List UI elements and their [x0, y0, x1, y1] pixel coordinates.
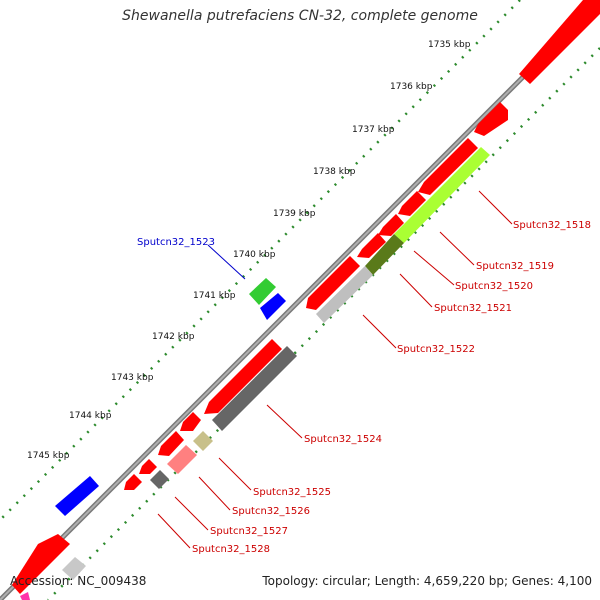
- outer-tick-ring: [0, 0, 521, 521]
- gene-arrow-f3: [398, 191, 426, 216]
- genome-stats-label: Topology: circular; Length: 4,659,220 bp…: [262, 574, 592, 588]
- gene-label-sputcn32-1527: Sputcn32_1527: [210, 526, 288, 537]
- gene-label-sputcn32-1520: Sputcn32_1520: [455, 281, 533, 292]
- gene-label-sputcn32-1519: Sputcn32_1519: [476, 261, 554, 272]
- gene-arrow-r1-pale-green: [394, 147, 490, 243]
- kbp-tick-label-1739: 1739 kbp: [273, 209, 316, 219]
- gene-arrow-blue-1523: [260, 293, 286, 320]
- bottom-partial-feature: [20, 592, 30, 600]
- gene-arrow-f11: [124, 474, 142, 490]
- kbp-tick-label-1738: 1738 kbp: [313, 167, 356, 177]
- kbp-tick-label-1742: 1742 kbp: [152, 332, 195, 342]
- gene-label-sputcn32-1522: Sputcn32_1522: [397, 344, 475, 355]
- gene-label-sputcn32-1525: Sputcn32_1525: [253, 487, 331, 498]
- gene-label-sputcn32-1528: Sputcn32_1528: [192, 544, 270, 555]
- kbp-tick-label-1735: 1735 kbp: [428, 40, 471, 50]
- gene-arrow-green: [249, 278, 276, 305]
- gene-arrow-f5: [357, 233, 386, 258]
- gene-arrow-r8-light-grey: [62, 557, 86, 580]
- gene-arrow-f8: [180, 412, 201, 431]
- accession-label: Accession: NC_009438: [10, 574, 147, 588]
- gene-arrow-top-right: [519, 0, 600, 84]
- gene-arrow-bottom-left: [12, 534, 70, 594]
- gene-arrow-r4-dark-grey: [212, 346, 297, 431]
- gene-arrow-r7-grey: [150, 470, 169, 489]
- gene-arrow-f7: [204, 339, 282, 414]
- gene-arrow-r3-light-grey: [316, 266, 373, 323]
- kbp-tick-label-1741: 1741 kbp: [193, 291, 236, 301]
- gene-label-sputcn32-1523: Sputcn32_1523: [137, 237, 215, 248]
- gene-label-sputcn32-1524: Sputcn32_1524: [304, 434, 382, 445]
- gene-arrow-f4: [378, 214, 404, 236]
- kbp-tick-label-1736: 1736 kbp: [390, 82, 433, 92]
- kbp-tick-label-1740: 1740 kbp: [233, 250, 276, 260]
- gene-arrow-blue-lower: [55, 476, 99, 516]
- gene-arrow-f10: [139, 459, 157, 474]
- gene-label-sputcn32-1518: Sputcn32_1518: [513, 220, 591, 231]
- gene-arrow-f6: [306, 256, 360, 310]
- gene-arrow-r6-pink: [167, 445, 197, 474]
- gene-label-sputcn32-1526: Sputcn32_1526: [232, 506, 310, 517]
- kbp-tick-label-1737: 1737 kbp: [352, 125, 395, 135]
- inner-tick-ring: [47, 47, 600, 600]
- gene-arrow-f1: [474, 102, 508, 136]
- kbp-tick-label-1743: 1743 kbp: [111, 373, 154, 383]
- gene-arrow-f9: [158, 431, 184, 456]
- gene-label-sputcn32-1521: Sputcn32_1521: [434, 303, 512, 314]
- gene-arrow-r5-khaki: [193, 431, 213, 451]
- kbp-tick-label-1745: 1745 kbp: [27, 451, 70, 461]
- page-title: Shewanella putrefaciens CN-32, complete …: [122, 8, 478, 24]
- gene-arrow-r2-olive: [365, 234, 404, 275]
- kbp-tick-label-1744: 1744 kbp: [69, 411, 112, 421]
- leader-lines: [157, 190, 513, 549]
- gene-arrow-f2: [418, 138, 478, 195]
